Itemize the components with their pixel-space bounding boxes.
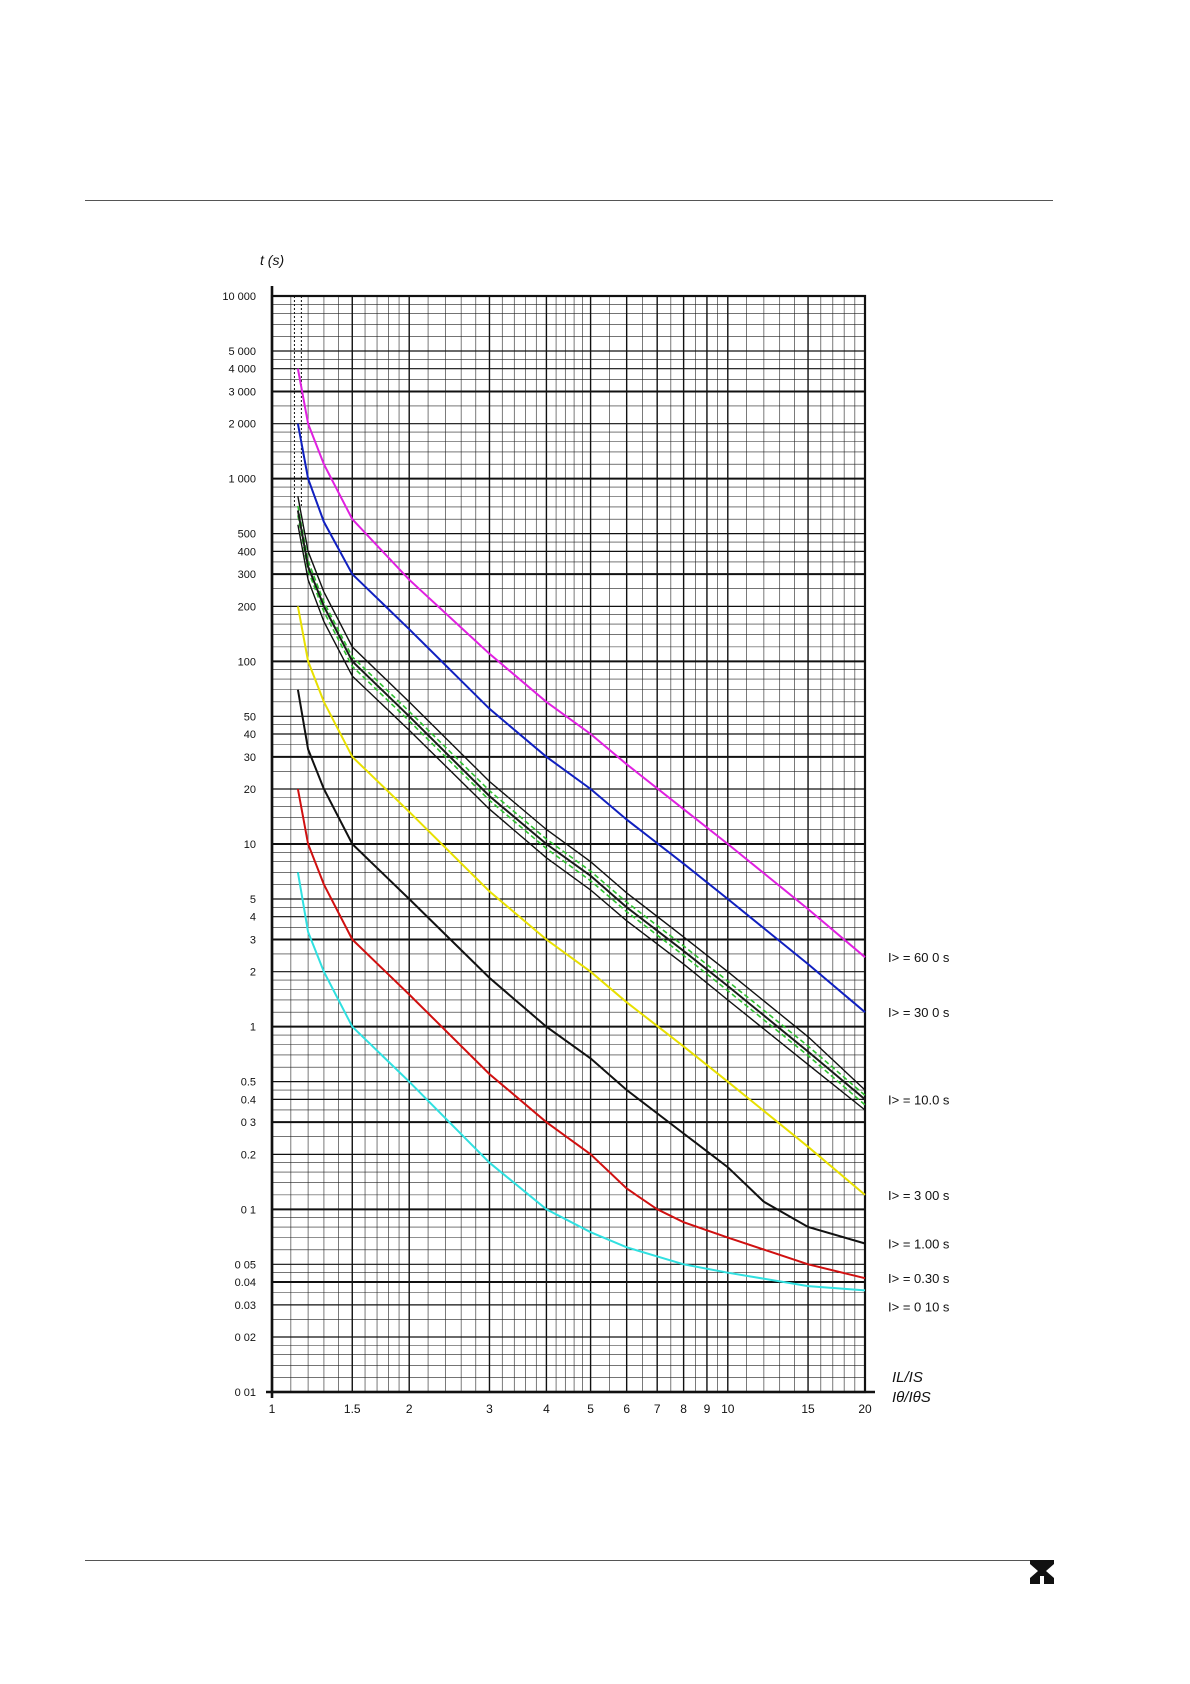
series-curve <box>296 872 866 1292</box>
y-tick-label: 1 <box>250 1022 256 1034</box>
series-curve <box>296 606 866 1196</box>
y-tick-label: 0 3 <box>241 1117 256 1129</box>
series-curve <box>296 510 866 1101</box>
series-curve <box>296 423 866 1013</box>
band-green-lower <box>297 515 866 1106</box>
x-tick-label: 8 <box>680 1402 687 1416</box>
y-axis-label: t (s) <box>260 252 284 268</box>
y-tick-label: 300 <box>238 569 256 581</box>
y-tick-label: 50 <box>244 711 256 723</box>
x-tick-label: 5 <box>587 1402 594 1416</box>
x-tick-label: 10 <box>721 1402 735 1416</box>
y-tick-label: 5 <box>250 894 256 906</box>
x-tick-label: 7 <box>654 1402 661 1416</box>
band-green-upper <box>297 505 866 1097</box>
x-tick-label: 3 <box>486 1402 493 1416</box>
series-labels: I> = 60 0 s I> = 30 0 s I> = 10.0 s I> = 3 … <box>888 950 950 1314</box>
y-tick-label: 0 05 <box>235 1259 256 1271</box>
x-tick-label: 4 <box>543 1402 550 1416</box>
y-tick-label: 500 <box>238 529 256 541</box>
x-tick-labels: 1 1.5 2 3 4 5 6 7 8 9 10 15 20 <box>269 1402 872 1416</box>
band-upper-line <box>297 496 866 1091</box>
y-tick-label: 0.2 <box>241 1149 256 1161</box>
y-tick-label: 4 <box>250 912 256 924</box>
x-tick-label: 9 <box>704 1402 711 1416</box>
top-rule <box>85 200 1053 201</box>
grid-major <box>271 295 866 1393</box>
y-tick-label: 200 <box>238 601 256 613</box>
plot-frame <box>266 286 875 1398</box>
series-label: I> = 3 00 s <box>888 1188 950 1203</box>
y-tick-label: 0.03 <box>235 1300 256 1312</box>
y-tick-label: 3 000 <box>228 387 256 399</box>
y-tick-label: 0 02 <box>235 1332 256 1344</box>
band-lower-line <box>297 524 866 1111</box>
y-tick-label: 0.4 <box>241 1094 256 1106</box>
series-label: I> = 0 10 s <box>888 1299 950 1314</box>
y-tick-label: 0.04 <box>235 1277 256 1289</box>
y-tick-label: 30 <box>244 752 256 764</box>
series-label: I> = 0.30 s <box>888 1271 950 1286</box>
y-tick-label: 0 1 <box>241 1204 256 1216</box>
y-tick-label: 400 <box>238 546 256 558</box>
y-tick-label: 40 <box>244 729 256 741</box>
y-tick-label: 100 <box>238 656 256 668</box>
x-tick-label: 1 <box>269 1402 276 1416</box>
y-tick-label: 0 01 <box>235 1387 256 1399</box>
series-label: I> = 10.0 s <box>888 1092 950 1107</box>
series-curve <box>296 788 866 1280</box>
x-tick-label: 20 <box>858 1402 872 1416</box>
x-axis-label-top: IL/IS <box>892 1369 923 1386</box>
y-tick-label: 2 000 <box>228 419 256 431</box>
series-label: I> = 30 0 s <box>888 1005 950 1020</box>
y-tick-label: 5 000 <box>228 346 256 358</box>
x-tick-label: 1.5 <box>344 1402 361 1416</box>
bottom-rule <box>85 1560 1053 1561</box>
series-curve <box>296 368 866 958</box>
x-axis-label-bottom: Iθ/IθS <box>892 1389 931 1406</box>
y-tick-label: 3 <box>250 935 256 947</box>
y-tick-label: 0.5 <box>241 1077 256 1089</box>
y-tick-label: 1 000 <box>228 474 256 486</box>
tolerance-band <box>297 496 866 1111</box>
series-label: I> = 60 0 s <box>888 950 950 965</box>
y-tick-label: 4 000 <box>228 364 256 376</box>
y-tick-label: 10 <box>244 839 256 851</box>
x-tick-label: 15 <box>801 1402 815 1416</box>
brand-logo-icon <box>1030 1560 1054 1584</box>
y-tick-label: 10 000 <box>222 291 256 303</box>
y-tick-label: 20 <box>244 784 256 796</box>
series-group <box>296 368 866 1292</box>
axis-titles: t (s) IL/IS Iθ/IθS <box>260 252 931 1406</box>
series-curve <box>296 689 866 1245</box>
x-tick-label: 2 <box>406 1402 413 1416</box>
series-label: I> = 1.00 s <box>888 1237 950 1252</box>
y-tick-label: 2 <box>250 967 256 979</box>
x-tick-label: 6 <box>623 1402 630 1416</box>
